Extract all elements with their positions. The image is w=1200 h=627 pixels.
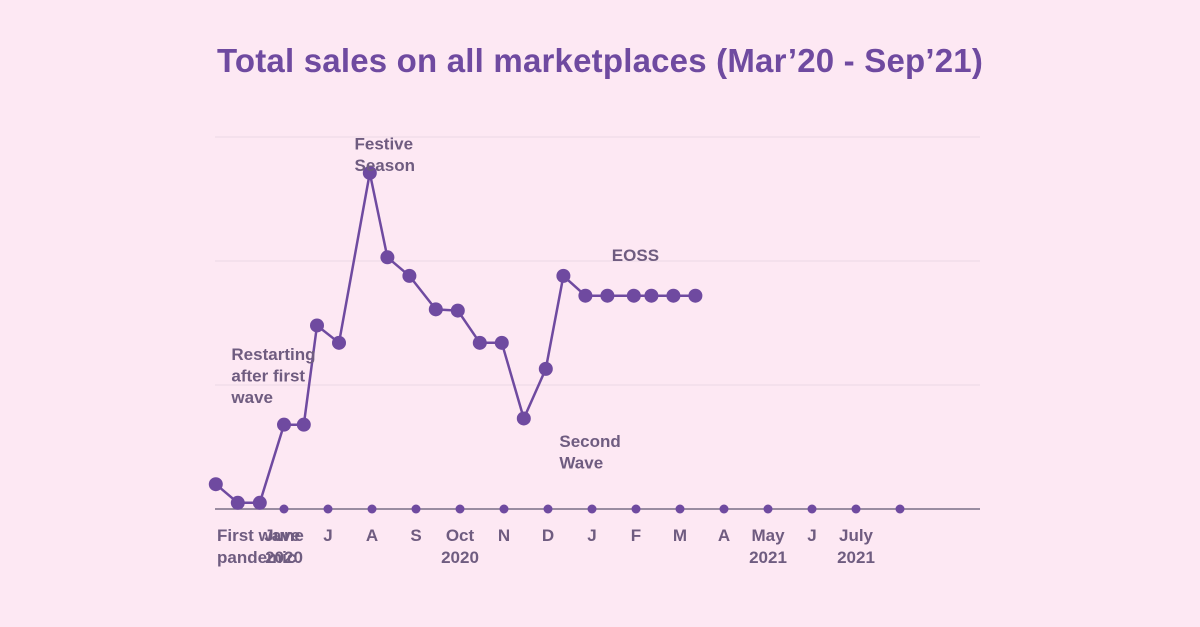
- x-tick-dot: [895, 504, 905, 514]
- data-point: [380, 250, 395, 265]
- data-point: [472, 335, 487, 350]
- x-tick-label: A: [366, 526, 378, 545]
- x-tick-label-line: S: [410, 526, 421, 545]
- x-tick-label: July 2021: [837, 526, 875, 567]
- data-point: [538, 361, 553, 376]
- x-tick-label-line: J: [807, 526, 816, 545]
- x-tick-label-line: June: [264, 526, 304, 545]
- annotation-line: Wave: [559, 454, 603, 473]
- x-tick-label-line: M: [673, 526, 687, 545]
- x-tick-label: N: [498, 526, 510, 545]
- x-tick-label-line: 2021: [749, 548, 787, 567]
- data-point: [578, 288, 593, 303]
- data-point: [310, 318, 324, 333]
- annotation-line: Season: [355, 156, 415, 175]
- data-point: [688, 288, 703, 303]
- data-point: [626, 288, 641, 303]
- x-tick-dot: [455, 504, 465, 514]
- x-tick-label-line: J: [587, 526, 596, 545]
- x-tick-label-line: D: [542, 526, 554, 545]
- x-tick-label: June 2020: [264, 526, 304, 567]
- x-tick-label-line: 2020: [265, 548, 303, 567]
- data-point: [296, 417, 311, 432]
- x-tick-label-line: 2021: [837, 548, 875, 567]
- annotations: Festive Season Restarting after first wave Se…: [230, 134, 659, 472]
- data-point: [556, 268, 571, 283]
- data-point: [494, 335, 509, 350]
- data-point: [644, 288, 659, 303]
- x-tick-label: J: [587, 526, 596, 545]
- x-tick-label-line: Oct: [446, 526, 475, 545]
- x-tick-label-line: 2020: [441, 548, 479, 567]
- x-tick-dot: [279, 504, 289, 514]
- data-point: [666, 288, 681, 303]
- x-tick-label-line: F: [631, 526, 641, 545]
- data-point: [230, 495, 245, 510]
- x-tick-label: S: [410, 526, 421, 545]
- x-tick-dot: [851, 504, 861, 514]
- x-tick-dot: [323, 504, 333, 514]
- x-tick-label: J: [323, 526, 332, 545]
- data-point: [277, 417, 291, 432]
- x-tick-dot: [543, 504, 553, 514]
- x-tick-label: D: [542, 526, 554, 545]
- x-tick-label-line: N: [498, 526, 510, 545]
- x-tick-label: May 2021: [749, 526, 787, 567]
- x-tick-label-line: July: [839, 526, 874, 545]
- x-tick-label-line: May: [751, 526, 785, 545]
- x-tick-label-line: First wave: [217, 526, 300, 545]
- data-point: [428, 302, 443, 317]
- annotation-line: Restarting: [231, 345, 315, 364]
- x-tick-dot: [675, 504, 685, 514]
- x-tick-dot: [719, 504, 729, 514]
- x-tick-dot: [807, 504, 817, 514]
- x-tick-label: F: [631, 526, 641, 545]
- annotation-label: Festive Season: [355, 134, 415, 175]
- annotation-label: Restarting after first wave: [230, 345, 315, 407]
- data-point: [362, 165, 377, 180]
- data-points: [208, 165, 703, 510]
- x-tick-label-line: J: [323, 526, 332, 545]
- annotation-label: EOSS: [612, 246, 659, 265]
- x-tick-label: M: [673, 526, 687, 545]
- annotation-label: Second Wave: [559, 432, 620, 473]
- x-axis-ticks: [279, 504, 905, 514]
- x-tick-label: A: [718, 526, 730, 545]
- annotation-line: Festive: [355, 134, 414, 153]
- x-tick-dot: [587, 504, 597, 514]
- data-point: [450, 303, 465, 318]
- x-tick-label-line: pandemic: [217, 548, 296, 567]
- x-tick-label-line: A: [366, 526, 378, 545]
- data-point: [402, 268, 417, 283]
- data-point: [600, 288, 615, 303]
- x-tick-dot: [763, 504, 773, 514]
- grid-lines: [215, 136, 980, 386]
- annotation-line: Second: [559, 432, 620, 451]
- x-tick-label: First wave pandemic: [217, 526, 300, 567]
- x-tick-dot: [411, 504, 421, 514]
- x-axis-tick-labels: First wave pandemic June 2020 J A S Oct 2020 N D J F…: [217, 526, 875, 567]
- data-point: [332, 335, 346, 350]
- data-point: [252, 495, 267, 510]
- data-point: [516, 411, 531, 426]
- x-tick-dot: [367, 504, 377, 514]
- annotation-line: EOSS: [612, 246, 659, 265]
- x-tick-dot: [631, 504, 641, 514]
- x-tick-label-line: A: [718, 526, 730, 545]
- series-line: [214, 171, 696, 505]
- chart-title: Total sales on all marketplaces (Mar’20 …: [216, 42, 984, 79]
- x-tick-dot: [499, 504, 509, 514]
- x-tick-label: J: [807, 526, 816, 545]
- x-tick-label: Oct 2020: [441, 526, 479, 567]
- annotation-line: after first: [231, 367, 305, 386]
- annotation-line: wave: [230, 388, 273, 407]
- data-point: [208, 477, 223, 492]
